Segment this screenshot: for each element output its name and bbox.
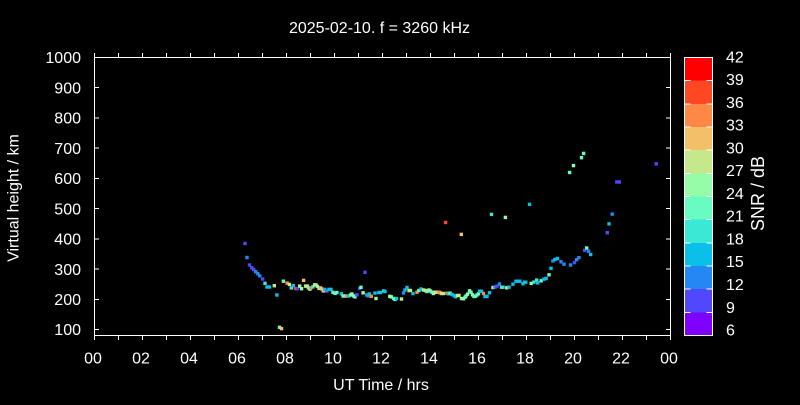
svg-text:27: 27: [726, 163, 744, 180]
svg-text:200: 200: [54, 292, 81, 309]
svg-text:800: 800: [54, 111, 81, 128]
svg-text:300: 300: [54, 262, 81, 279]
svg-text:600: 600: [54, 171, 81, 188]
svg-text:900: 900: [54, 80, 81, 97]
svg-text:02: 02: [132, 351, 150, 368]
svg-text:18: 18: [516, 351, 534, 368]
svg-text:SNR / dB: SNR / dB: [748, 156, 768, 231]
svg-text:2025-02-10. f = 3260 kHz: 2025-02-10. f = 3260 kHz: [289, 20, 470, 37]
svg-text:22: 22: [612, 351, 630, 368]
svg-text:12: 12: [372, 351, 390, 368]
svg-text:Virtual height / km: Virtual height / km: [6, 134, 23, 262]
svg-text:33: 33: [726, 118, 744, 135]
svg-text:14: 14: [420, 351, 438, 368]
svg-text:6: 6: [726, 323, 735, 340]
svg-text:24: 24: [726, 186, 744, 203]
svg-text:10: 10: [324, 351, 342, 368]
svg-text:15: 15: [726, 254, 744, 271]
svg-text:21: 21: [726, 209, 744, 226]
svg-text:06: 06: [228, 351, 246, 368]
svg-text:12: 12: [726, 277, 744, 294]
svg-text:500: 500: [54, 201, 81, 218]
svg-text:1000: 1000: [45, 50, 81, 67]
svg-text:400: 400: [54, 232, 81, 249]
svg-text:04: 04: [180, 351, 198, 368]
svg-text:16: 16: [468, 351, 486, 368]
svg-text:42: 42: [726, 49, 744, 66]
svg-text:20: 20: [564, 351, 582, 368]
svg-text:39: 39: [726, 72, 744, 89]
svg-text:00: 00: [84, 351, 102, 368]
svg-text:00: 00: [660, 351, 678, 368]
svg-text:UT Time / hrs: UT Time / hrs: [333, 377, 429, 394]
svg-text:700: 700: [54, 141, 81, 158]
svg-text:9: 9: [726, 300, 735, 317]
svg-text:08: 08: [276, 351, 294, 368]
svg-text:36: 36: [726, 95, 744, 112]
svg-text:100: 100: [54, 322, 81, 339]
svg-text:30: 30: [726, 140, 744, 157]
svg-text:18: 18: [726, 232, 744, 249]
